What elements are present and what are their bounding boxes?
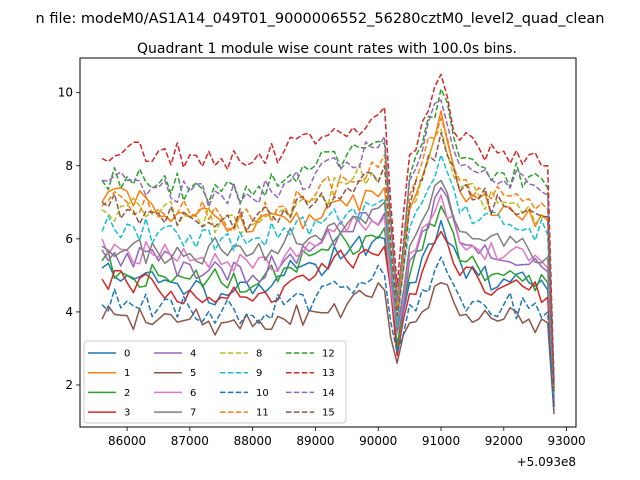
legend-label: 4: [190, 349, 196, 360]
legend-label: 2: [124, 388, 130, 399]
x-axis-offset-label: +5.093e8: [517, 455, 576, 469]
x-tick-label: 90000: [359, 434, 397, 448]
legend-label: 15: [322, 408, 335, 419]
x-tick-label: 88000: [234, 434, 272, 448]
y-tick-label: 8: [65, 159, 73, 173]
x-tick-label: 86000: [108, 434, 146, 448]
legend-label: 8: [256, 349, 262, 360]
y-tick-label: 10: [58, 86, 73, 100]
legend-label: 9: [256, 368, 262, 379]
x-tick-label: 91000: [422, 434, 460, 448]
legend-label: 10: [256, 388, 269, 399]
y-tick-label: 6: [65, 232, 73, 246]
legend-label: 3: [124, 408, 130, 419]
chart-title: Quadrant 1 module wise count rates with …: [137, 41, 517, 57]
x-tick-label: 92000: [485, 434, 523, 448]
x-tick-label: 89000: [296, 434, 334, 448]
y-tick-label: 4: [65, 305, 73, 319]
x-tick-label: 93000: [547, 434, 585, 448]
legend-label: 6: [190, 388, 196, 399]
legend-label: 12: [322, 349, 335, 360]
x-tick-label: 87000: [171, 434, 209, 448]
legend-label: 14: [322, 388, 335, 399]
legend-label: 5: [190, 368, 196, 379]
y-tick-label: 2: [65, 378, 73, 392]
legend-label: 1: [124, 368, 130, 379]
legend-label: 7: [190, 408, 196, 419]
legend-label: 13: [322, 368, 335, 379]
legend-label: 0: [124, 349, 130, 360]
legend-label: 11: [256, 408, 269, 419]
figure-suptitle: n file: modeM0/AS1A14_049T01_9000006552_…: [36, 11, 605, 27]
